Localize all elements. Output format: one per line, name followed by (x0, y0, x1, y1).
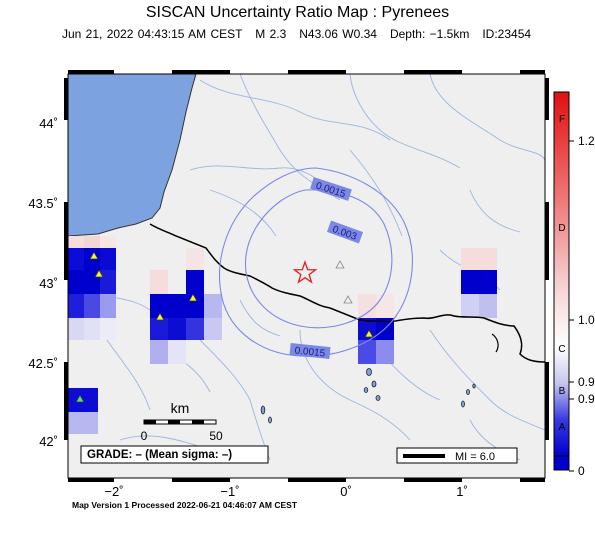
scale-max: 50 (209, 429, 223, 443)
frame-border-bars (64, 70, 549, 482)
scale-bar: km 0 50 (141, 400, 223, 443)
colorbar-value: 1.0 (578, 313, 595, 327)
mi-text: MI = 6.0 (455, 451, 495, 463)
station-triangle (335, 260, 345, 269)
station-triangle (94, 269, 104, 278)
map-version-footer: Map Version 1 Processed 2022-06-21 04:46… (72, 500, 298, 510)
country-border (149, 223, 545, 363)
lat-label: 42˚ (39, 434, 58, 449)
stations (75, 251, 374, 403)
lon-label: −1˚ (220, 484, 239, 499)
contour-label-outer-bottom: 0.0015 (294, 345, 326, 359)
lakes (260, 368, 476, 424)
colorbar-value: 1.2 (578, 134, 595, 148)
lon-label: −2˚ (104, 484, 123, 499)
lat-label: 43.5˚ (28, 196, 58, 211)
colorbar-value: 0 (578, 464, 585, 478)
lat-label: 43˚ (39, 276, 58, 291)
grade-label: D (558, 223, 565, 234)
longitude-labels: −2˚ −1˚ 0˚ 1˚ (104, 484, 467, 499)
station-triangle (188, 293, 198, 302)
sea-bay-of-biscay (68, 74, 197, 237)
grade-box: GRADE: – (Mean sigma: –) (80, 445, 269, 464)
lon-label: 1˚ (456, 484, 468, 499)
grade-label: B (559, 386, 566, 397)
mi-box: MI = 6.0 (396, 447, 518, 464)
latitude-labels: 44˚ 43.5˚ 43˚ 42.5˚ 42˚ (28, 116, 58, 449)
station-triangle (75, 394, 85, 403)
epicenter-star-icon (292, 259, 318, 284)
colorbar: F D C B A 1.2 1.0 0.9 0.9 0 (553, 91, 595, 478)
uncertainty-grid (68, 236, 497, 434)
grade-text: GRADE: – (Mean sigma: –) (87, 449, 232, 461)
station-triangle (364, 329, 374, 338)
colorbar-value: 0.9 (578, 375, 595, 389)
event-info: Jun 21, 2022 04:43:15 AM CEST M 2.3 N43.… (62, 27, 532, 41)
station-triangle (89, 251, 99, 260)
lat-label: 44˚ (39, 116, 58, 131)
scale-min: 0 (141, 429, 148, 443)
scale-unit: km (171, 400, 190, 416)
lat-label: 42.5˚ (28, 356, 58, 371)
grade-label: A (559, 422, 566, 433)
station-triangle (343, 295, 353, 304)
grade-label: C (558, 344, 565, 355)
station-triangle (155, 312, 165, 321)
uncertainty-contours (219, 167, 413, 357)
lon-label: 0˚ (340, 484, 352, 499)
colorbar-value: 0.9 (578, 392, 595, 406)
map-title: SISCAN Uncertainty Ratio Map : Pyrenees (145, 4, 450, 21)
grade-label: F (559, 114, 565, 125)
